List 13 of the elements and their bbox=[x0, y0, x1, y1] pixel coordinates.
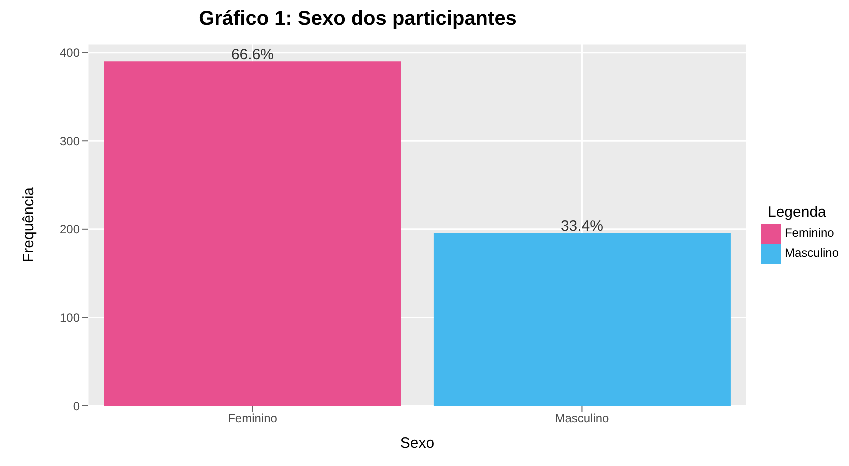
annotation: 66.6% bbox=[231, 46, 274, 64]
y-tick-label: 100 bbox=[60, 310, 80, 325]
x-axis-title: Sexo bbox=[400, 435, 435, 452]
y-tick-label: 400 bbox=[60, 46, 80, 60]
legend-label: Masculino bbox=[784, 246, 839, 260]
legend-label: Feminino bbox=[784, 226, 834, 240]
y-tick-label: 0 bbox=[73, 399, 80, 414]
chart-title: Gráfico 1: Sexo dos participantes bbox=[198, 8, 518, 31]
y-tick-label: 200 bbox=[60, 222, 80, 237]
legend-title: Legenda bbox=[768, 204, 826, 221]
y-tick-label: 300 bbox=[60, 134, 80, 148]
y-axis-title: Frequência bbox=[20, 186, 38, 263]
annotation: 33.4% bbox=[560, 218, 604, 235]
